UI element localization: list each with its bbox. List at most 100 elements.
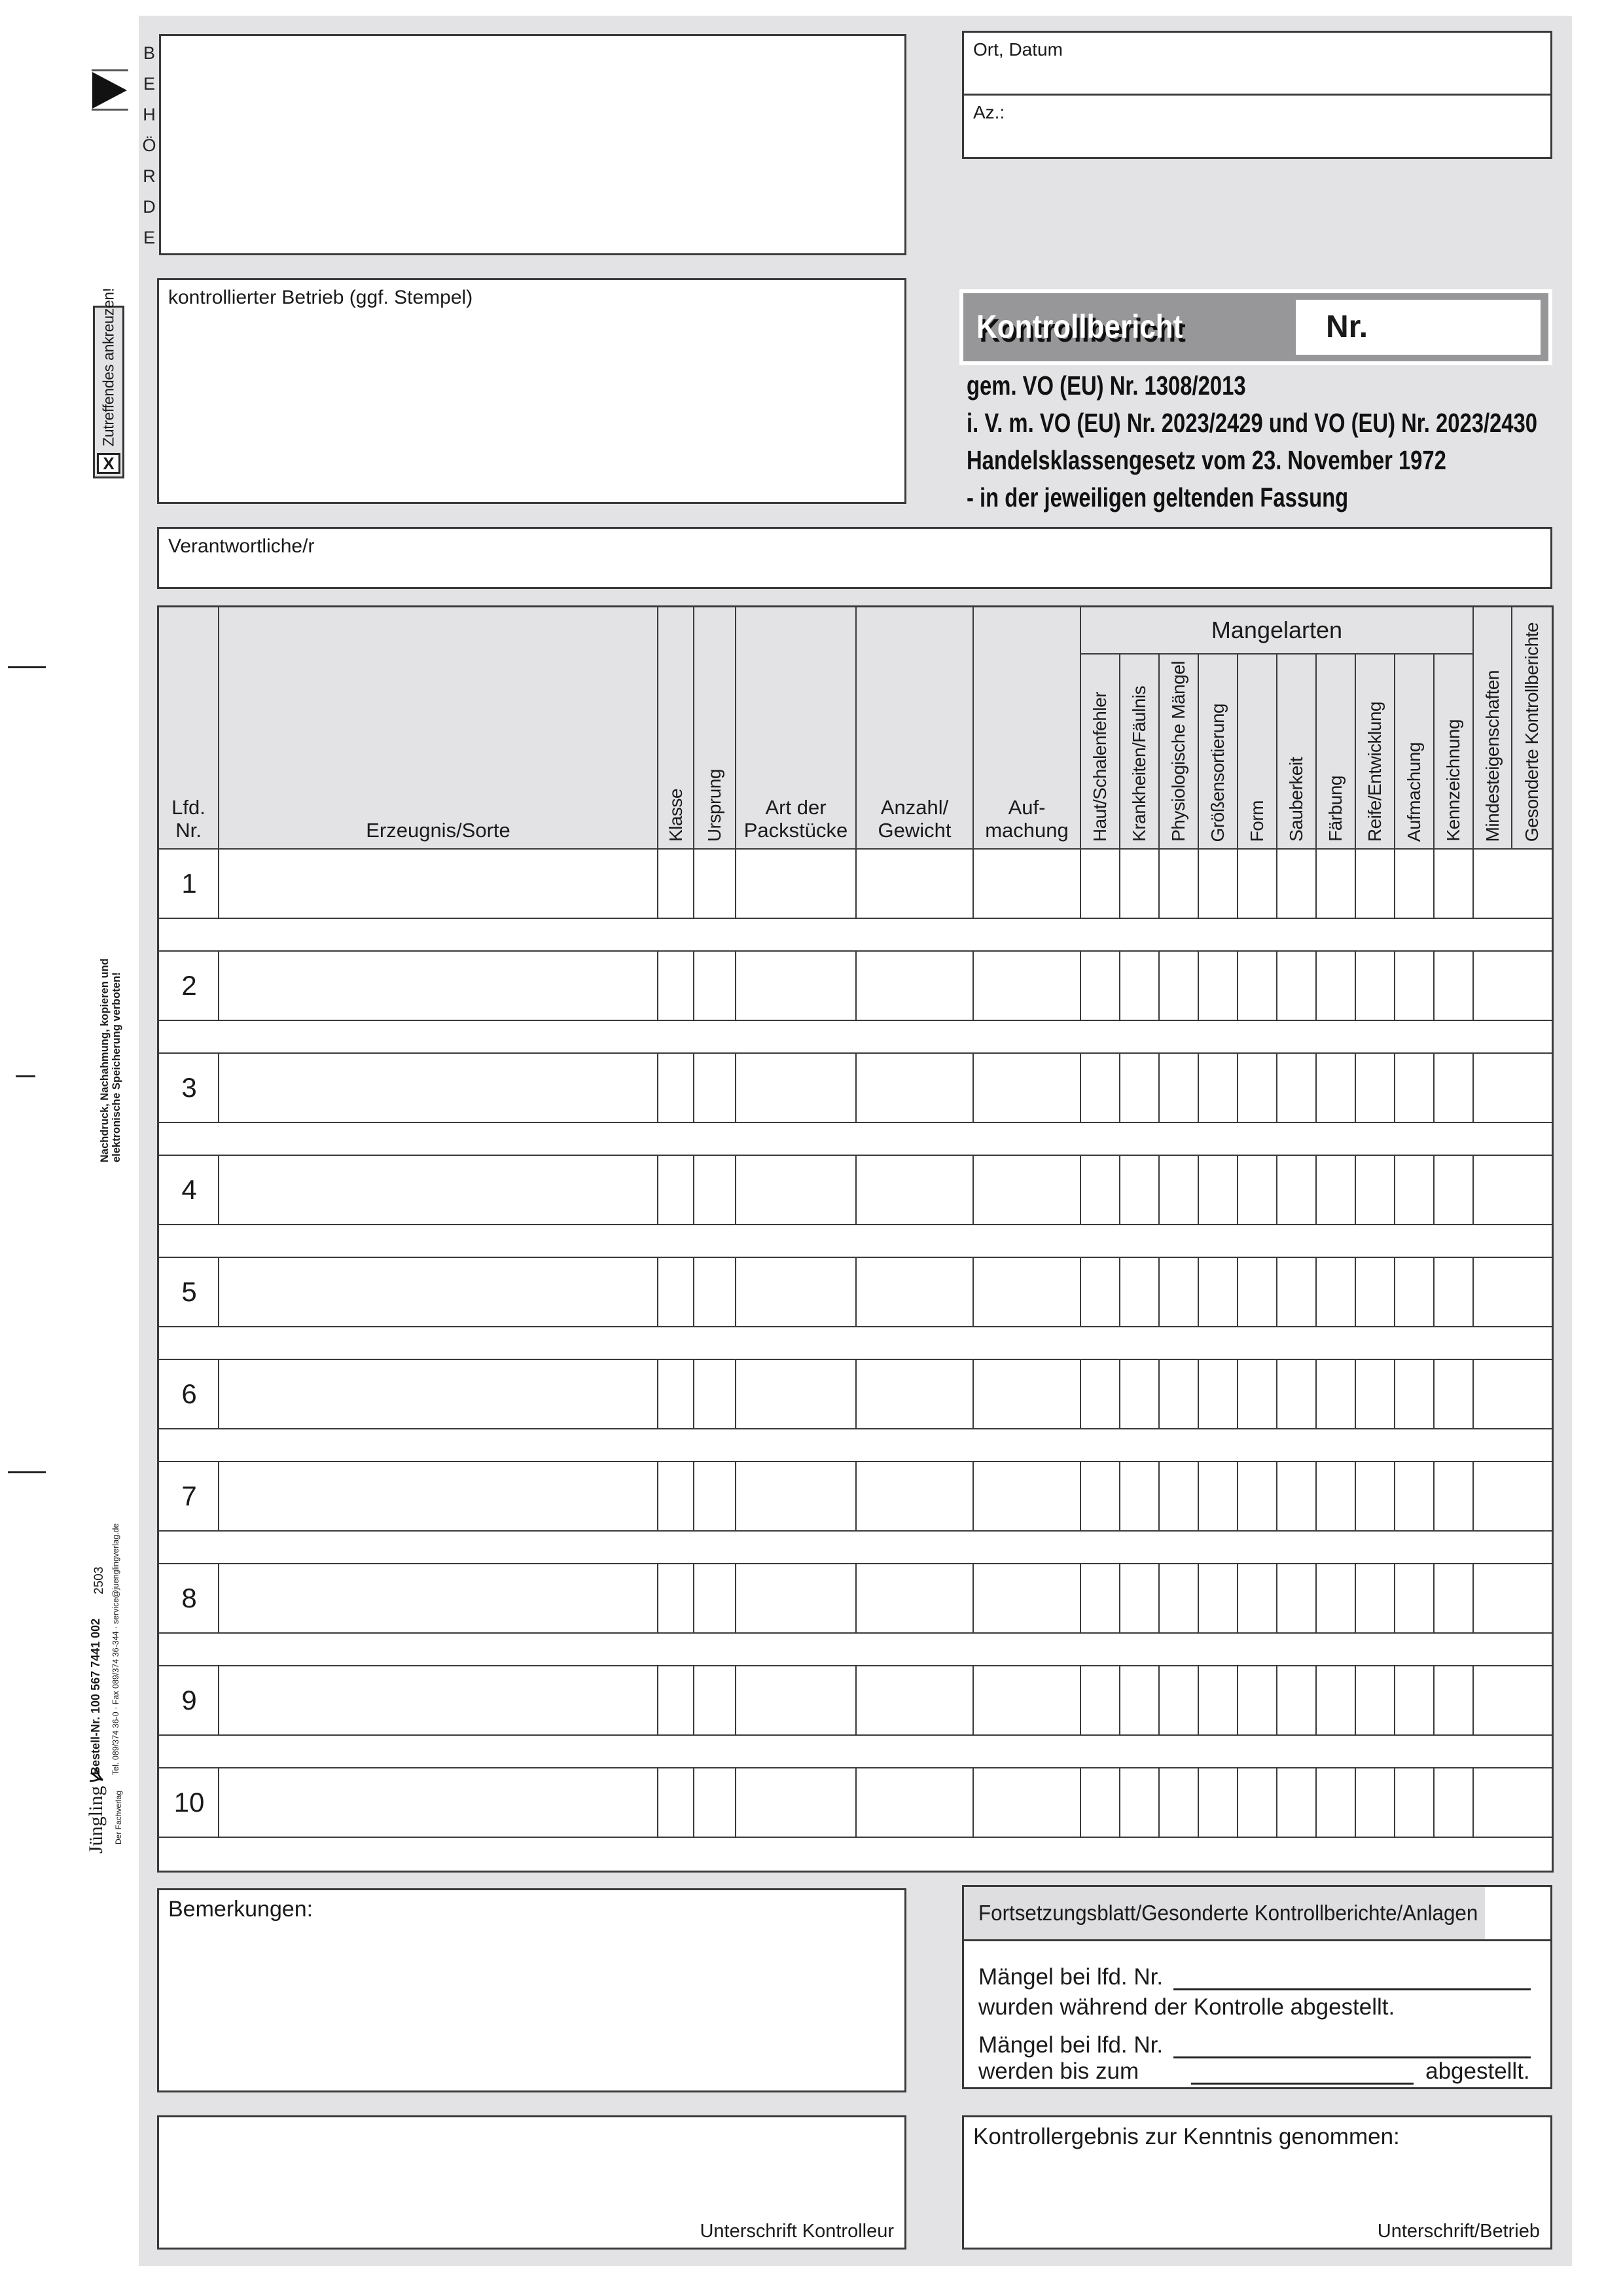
cell-divider xyxy=(1198,1258,1199,1326)
cell-divider xyxy=(218,1768,219,1837)
cell-divider xyxy=(218,952,219,1020)
flag-rule-top xyxy=(92,69,128,71)
cell-divider xyxy=(1237,1156,1238,1224)
mangelarten-group-header: Mangelarten xyxy=(1081,607,1474,655)
header-cell: Erzeugnis/Sorte xyxy=(219,607,658,848)
table-row[interactable]: 1 xyxy=(159,850,1552,919)
x-checkbox[interactable]: X xyxy=(97,453,120,474)
cell-divider xyxy=(657,1258,658,1326)
cell-divider xyxy=(1433,1360,1435,1428)
header-cell: Ursprung xyxy=(694,607,736,848)
title-band: Kontrollbericht Nr. xyxy=(963,293,1548,361)
cell-divider xyxy=(1315,1258,1317,1326)
cell-divider xyxy=(657,952,658,1020)
bis-line: werden bis zum abgestellt. xyxy=(978,2058,1531,2085)
table-row-extra[interactable] xyxy=(159,1838,1552,1871)
table-row[interactable]: 8 xyxy=(159,1564,1552,1634)
cell-divider xyxy=(1158,1156,1160,1224)
cell-divider xyxy=(1276,1462,1277,1530)
ort-datum-box[interactable]: Ort, Datum xyxy=(962,31,1552,96)
legal-line: Handelsklassengesetz vom 23. November 19… xyxy=(967,445,1446,475)
inspection-table: Lfd. Nr. Erzeugnis/Sorte Klasse Ursprung Art… xyxy=(157,605,1554,1873)
cell-divider xyxy=(1158,1462,1160,1530)
extra-column-label: Gesonderte Kontrollberichte xyxy=(1522,622,1542,842)
defect-column-label: Reife/Entwicklung xyxy=(1364,701,1385,842)
cell-divider xyxy=(735,850,736,918)
cell-divider xyxy=(657,1462,658,1530)
fill-line[interactable] xyxy=(1173,1965,1531,1990)
table-row[interactable]: 5 xyxy=(159,1258,1552,1327)
cell-divider xyxy=(693,1666,694,1734)
cell-divider xyxy=(735,1462,736,1530)
fortsetzung-band: Fortsetzungsblatt/Gesonderte Kontrollber… xyxy=(964,1887,1485,1939)
cell-divider xyxy=(972,1054,974,1122)
fill-line[interactable] xyxy=(1173,2034,1531,2058)
table-row[interactable]: 6 xyxy=(159,1360,1552,1429)
verantwortliche-box[interactable]: Verantwortliche/r xyxy=(157,527,1552,589)
flag-triangle-icon xyxy=(92,72,127,109)
cell-divider xyxy=(218,1156,219,1224)
bemerkungen-box[interactable]: Bemerkungen: xyxy=(157,1888,906,2092)
defect-column-label: Größensortierung xyxy=(1207,703,1228,842)
table-row-extra[interactable] xyxy=(159,1532,1552,1564)
cell-divider xyxy=(1394,1564,1395,1632)
kontrollergebnis-box[interactable]: Kontrollergebnis zur Kenntnis genommen: … xyxy=(962,2115,1552,2250)
betrieb-box[interactable]: kontrollierter Betrieb (ggf. Stempel) xyxy=(157,278,906,504)
cell-divider xyxy=(1237,1360,1238,1428)
table-row[interactable]: 10 xyxy=(159,1768,1552,1838)
table-row-extra[interactable] xyxy=(159,1123,1552,1156)
row-number: 1 xyxy=(181,868,197,899)
check-note-badge: Zutreffendes ankreuzen! X xyxy=(93,288,124,478)
row-number: 4 xyxy=(181,1174,197,1205)
cell-divider xyxy=(693,1564,694,1632)
table-row-extra[interactable] xyxy=(159,1736,1552,1768)
cell-divider xyxy=(693,1156,694,1224)
cell-divider xyxy=(855,1360,857,1428)
report-number-box[interactable]: Nr. xyxy=(1296,300,1541,355)
header-label: Lfd. Nr. xyxy=(171,796,205,842)
cell-divider xyxy=(657,1156,658,1224)
fill-line[interactable] xyxy=(1191,2060,1414,2085)
betrieb-label: kontrollierter Betrieb (ggf. Stempel) xyxy=(168,287,473,308)
signature-betrieb-label: Unterschrift/Betrieb xyxy=(1377,2221,1540,2242)
cell-divider xyxy=(1472,952,1474,1020)
table-row-extra[interactable] xyxy=(159,919,1552,952)
cell-divider xyxy=(972,1768,974,1837)
signature-kontrolleur-box[interactable]: Unterschrift Kontrolleur xyxy=(157,2115,906,2250)
cell-divider xyxy=(1237,1768,1238,1837)
cell-divider xyxy=(855,952,857,1020)
table-row[interactable]: 7 xyxy=(159,1462,1552,1532)
cell-divider xyxy=(972,1360,974,1428)
cell-divider xyxy=(855,1156,857,1224)
az-box[interactable]: Az.: xyxy=(962,94,1552,159)
print-code: 2503 xyxy=(92,1566,106,1594)
header-cell: Klasse xyxy=(658,607,694,848)
header-label: Erzeugnis/Sorte xyxy=(366,819,510,842)
cell-divider xyxy=(1433,1768,1435,1837)
cell-divider xyxy=(1394,850,1395,918)
cell-divider xyxy=(1472,850,1474,918)
authority-address-box[interactable] xyxy=(159,34,906,255)
table-row[interactable]: 2 xyxy=(159,952,1552,1021)
header-cell: Anzahl/ Gewicht xyxy=(857,607,974,848)
table-row[interactable]: 9 xyxy=(159,1666,1552,1736)
cell-divider xyxy=(1080,1768,1081,1837)
table-row-extra[interactable] xyxy=(159,1634,1552,1666)
table-row-extra[interactable] xyxy=(159,1327,1552,1360)
cell-divider xyxy=(1119,1054,1120,1122)
defect-column-cell: Physiologische Mängel xyxy=(1160,655,1199,848)
cell-divider xyxy=(855,850,857,918)
cell-divider xyxy=(693,1258,694,1326)
cell-divider xyxy=(735,1666,736,1734)
cell-divider xyxy=(1472,1054,1474,1122)
table-row-extra[interactable] xyxy=(159,1225,1552,1258)
table-row[interactable]: 3 xyxy=(159,1054,1552,1123)
table-row-extra[interactable] xyxy=(159,1021,1552,1054)
table-row[interactable]: 4 xyxy=(159,1156,1552,1225)
cell-divider xyxy=(693,1768,694,1837)
defect-column-cell: Färbung xyxy=(1317,655,1356,848)
table-row-extra[interactable] xyxy=(159,1429,1552,1462)
cell-divider xyxy=(1355,952,1356,1020)
fortsetzung-box[interactable]: Fortsetzungsblatt/Gesonderte Kontrollber… xyxy=(962,1885,1552,2089)
cell-divider xyxy=(1433,1564,1435,1632)
